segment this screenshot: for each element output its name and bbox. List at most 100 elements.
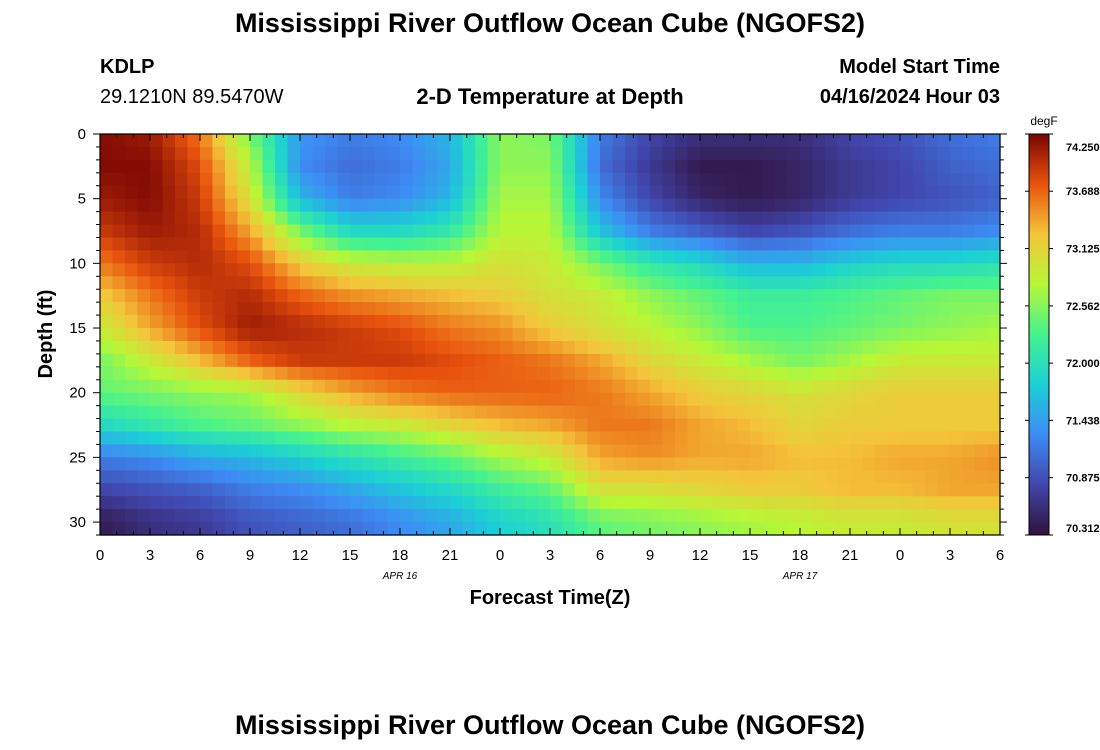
heatmap-cell xyxy=(375,340,389,355)
heatmap-cell xyxy=(875,224,889,239)
heatmap-cell xyxy=(912,405,926,420)
heatmap-cell xyxy=(837,198,851,213)
heatmap-cell xyxy=(912,431,926,446)
heatmap-cell xyxy=(500,328,514,342)
heatmap-cell xyxy=(562,134,576,148)
heatmap-cell xyxy=(475,470,489,484)
heatmap-cell xyxy=(650,302,664,316)
heatmap-cell xyxy=(712,522,726,536)
heatmap-cell xyxy=(512,496,526,510)
heatmap-cell xyxy=(987,483,1001,497)
heatmap-cell xyxy=(237,250,251,264)
heatmap-cell xyxy=(775,483,789,497)
heatmap-cell xyxy=(187,431,201,446)
heatmap-cell xyxy=(900,224,914,239)
heatmap-cell xyxy=(475,315,489,329)
heatmap-cell xyxy=(775,340,789,355)
heatmap-cell xyxy=(450,444,464,458)
heatmap-cell xyxy=(350,250,364,264)
heatmap-cell xyxy=(250,405,264,420)
heatmap-cell xyxy=(400,289,414,303)
heatmap-cell xyxy=(237,198,251,213)
heatmap-cell xyxy=(825,134,839,148)
heatmap-cell xyxy=(400,315,414,329)
heatmap-cell xyxy=(825,276,839,290)
heatmap-cell xyxy=(737,198,751,213)
heatmap-cell xyxy=(450,470,464,484)
heatmap-cell xyxy=(825,392,839,407)
heatmap-cell xyxy=(450,289,464,303)
heatmap-cell xyxy=(800,198,814,213)
heatmap-cell xyxy=(237,509,251,523)
heatmap-cell xyxy=(337,483,351,497)
heatmap-cell xyxy=(687,431,701,446)
heatmap-cell xyxy=(387,366,401,381)
heatmap-cell xyxy=(262,457,276,471)
heatmap-cell xyxy=(487,496,501,510)
heatmap-cell xyxy=(275,431,289,446)
heatmap-cell xyxy=(712,289,726,303)
heatmap-cell xyxy=(762,172,776,187)
heatmap-cell xyxy=(837,431,851,446)
heatmap-cell xyxy=(362,379,376,394)
heatmap-cell xyxy=(137,146,151,161)
heatmap-cell xyxy=(650,379,664,394)
heatmap-cell xyxy=(725,146,739,161)
heatmap-cell xyxy=(187,340,201,355)
heatmap-cell xyxy=(737,470,751,484)
heatmap-cell xyxy=(462,315,476,329)
heatmap-cell xyxy=(462,289,476,303)
heatmap-cell xyxy=(950,522,964,536)
heatmap-cell xyxy=(162,522,176,536)
heatmap-cell xyxy=(812,457,826,471)
heatmap-cell xyxy=(875,379,889,394)
heatmap-cell xyxy=(687,328,701,342)
heatmap-cell xyxy=(912,172,926,187)
heatmap-cell xyxy=(450,250,464,264)
heatmap-cell xyxy=(987,159,1001,174)
heatmap-cell xyxy=(162,379,176,394)
heatmap-cell xyxy=(825,366,839,381)
heatmap-cell xyxy=(925,366,939,381)
heatmap-cell xyxy=(262,470,276,484)
heatmap-cell xyxy=(637,134,651,148)
heatmap-cell xyxy=(950,496,964,510)
heatmap-cell xyxy=(337,263,351,277)
heatmap-cell xyxy=(225,431,239,446)
heatmap-cell xyxy=(225,198,239,213)
heatmap-cell xyxy=(500,379,514,394)
heatmap-cell xyxy=(312,444,326,458)
heatmap-cell xyxy=(187,146,201,161)
heatmap-cell xyxy=(650,185,664,200)
heatmap-cell xyxy=(937,483,951,497)
heatmap-cell xyxy=(662,276,676,290)
heatmap-cell xyxy=(562,224,576,239)
heatmap-cell xyxy=(125,483,139,497)
heatmap-cell xyxy=(512,444,526,458)
heatmap-cell xyxy=(912,353,926,368)
heatmap-cell xyxy=(875,496,889,510)
heatmap-cell xyxy=(100,146,114,161)
heatmap-cell xyxy=(912,263,926,277)
heatmap-cell xyxy=(925,250,939,264)
heatmap-cell xyxy=(537,159,551,174)
heatmap-cell xyxy=(887,146,901,161)
heatmap-cell xyxy=(150,522,164,536)
heatmap-cell xyxy=(762,198,776,213)
heatmap-cell xyxy=(875,134,889,148)
heatmap-cell xyxy=(100,289,114,303)
heatmap-cell xyxy=(700,302,714,316)
heatmap-cell xyxy=(887,353,901,368)
heatmap-cell xyxy=(900,315,914,329)
heatmap-cell xyxy=(150,366,164,381)
heatmap-cell xyxy=(712,444,726,458)
heatmap-cell xyxy=(512,211,526,226)
heatmap-cell xyxy=(300,289,314,303)
heatmap-cell xyxy=(287,418,301,433)
heatmap-cell xyxy=(987,250,1001,264)
heatmap-cell xyxy=(637,224,651,239)
heatmap-cell xyxy=(775,302,789,316)
heatmap-cell xyxy=(212,470,226,484)
heatmap-cell xyxy=(337,315,351,329)
heatmap-cell xyxy=(425,159,439,174)
